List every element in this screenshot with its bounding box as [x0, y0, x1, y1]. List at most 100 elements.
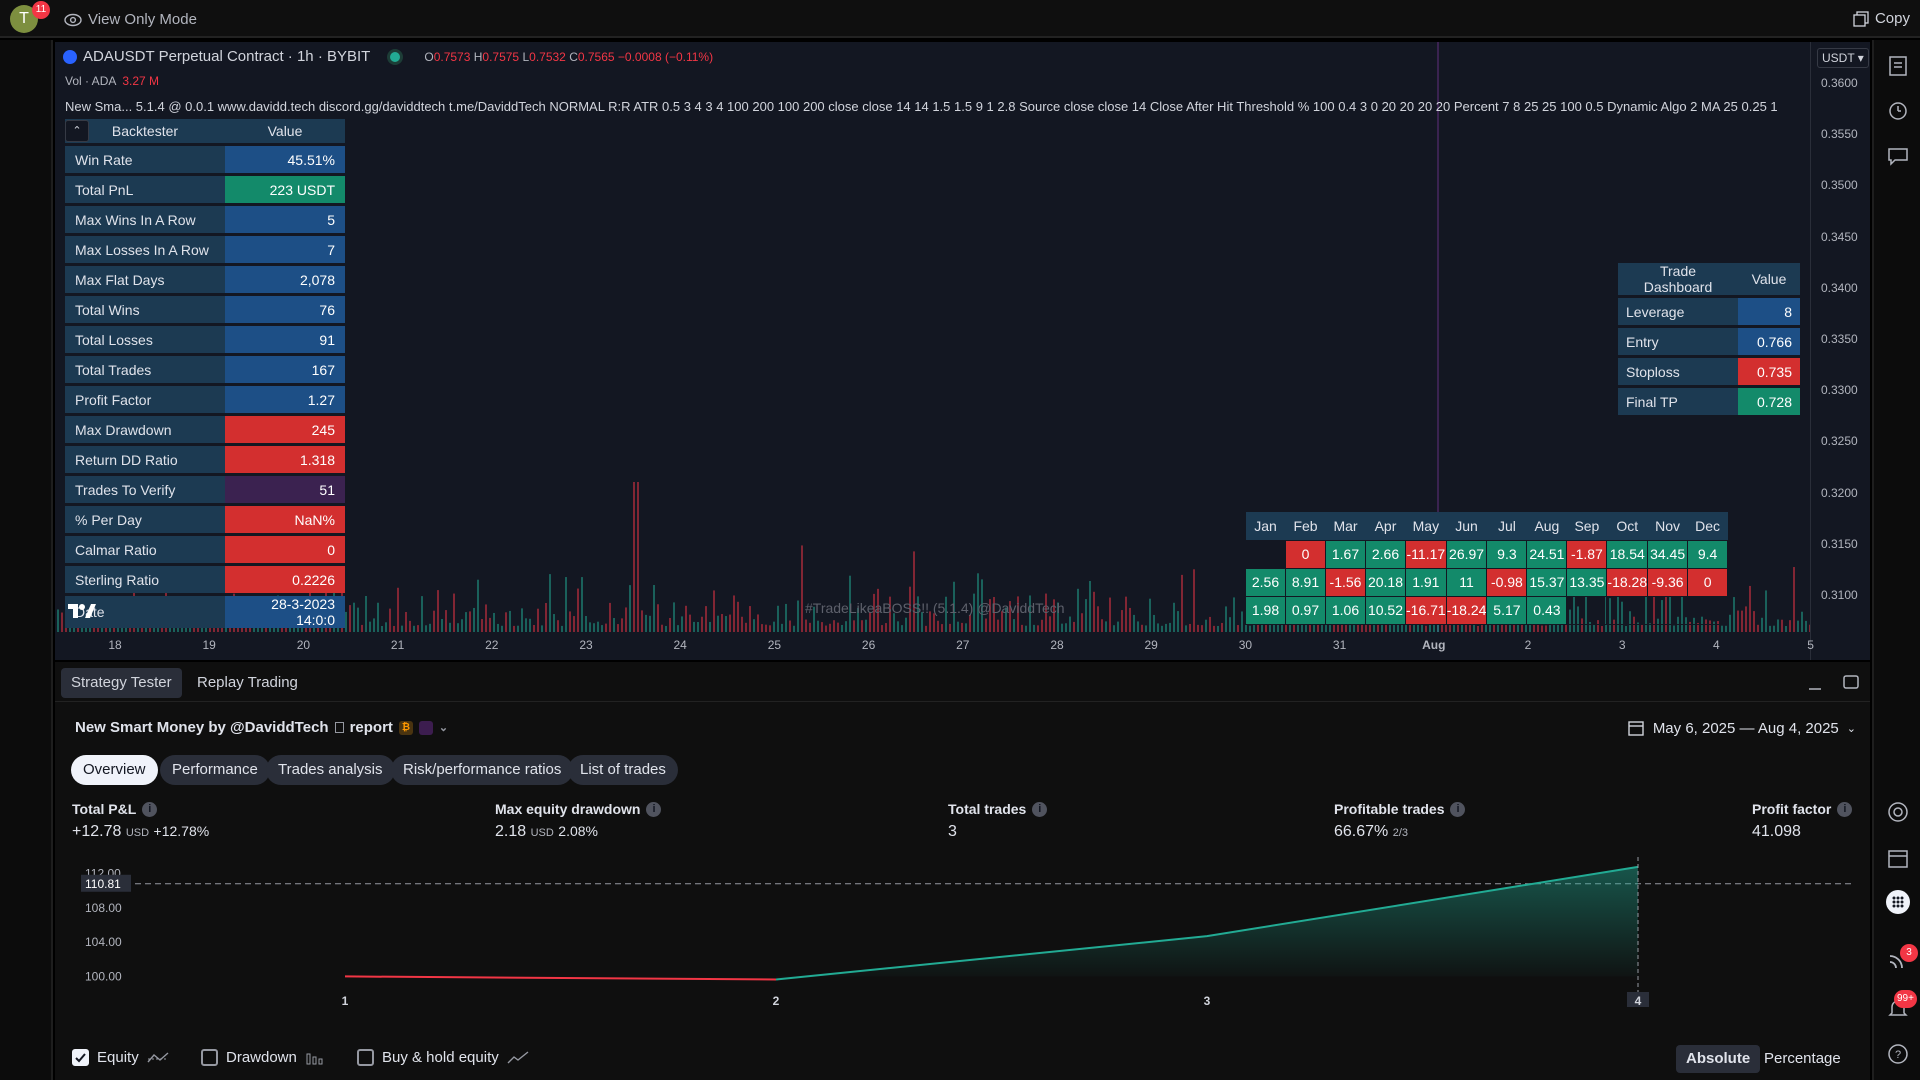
strategy-title[interactable]: New Smart Money by @DaviddTech report ₿ … [75, 719, 448, 736]
volume-bar [569, 611, 571, 632]
volume-bar [893, 613, 895, 632]
time-tick: 31 [1332, 638, 1347, 652]
indicator-legend[interactable]: New Sma... 5.1.4 @ 0.0.1 www.davidd.tech… [65, 99, 1778, 114]
view-only-mode[interactable]: View Only Mode [64, 11, 197, 28]
target-icon[interactable] [1886, 800, 1910, 824]
volume-bar [1581, 618, 1583, 632]
volume-bar [625, 607, 627, 632]
absolute-toggle[interactable]: Absolute [1676, 1045, 1761, 1073]
date-range-picker[interactable]: May 6, 2025 — Aug 4, 2025 ⌄ [1627, 719, 1856, 737]
volume-bar [729, 614, 731, 632]
dashboard-key: Leverage [1618, 298, 1738, 325]
strategy-badge-icon: ₿ [398, 720, 413, 735]
month-header: Mar [1325, 512, 1366, 540]
collapse-button[interactable]: ⌃ [65, 120, 89, 142]
dashboard-key: Entry [1618, 328, 1738, 355]
info-icon[interactable]: i [1450, 801, 1466, 817]
volume-bar [1029, 595, 1031, 632]
volume-bar [1033, 624, 1035, 632]
info-icon[interactable]: i [142, 801, 158, 817]
volume-bar [1541, 625, 1543, 632]
chat-icon[interactable] [1886, 144, 1910, 168]
drawdown-checkbox[interactable]: Drawdown [201, 1049, 323, 1066]
help-icon[interactable]: ? [1886, 1042, 1910, 1066]
volume-bar [529, 618, 531, 632]
volume-bar [1777, 619, 1779, 632]
backtester-value: 2,078 [225, 266, 345, 293]
backtester-row: Total Trades 167 [65, 356, 345, 383]
volume-bar [437, 590, 439, 632]
volume-bar [1133, 614, 1135, 632]
subtab-overview[interactable]: Overview [71, 755, 158, 785]
info-icon[interactable]: i [1837, 801, 1853, 817]
month-cell: 2.56 [1245, 567, 1286, 597]
volume-bar [521, 608, 523, 632]
watchlist-icon[interactable] [1886, 54, 1910, 78]
volume-bar [837, 622, 839, 632]
month-cell: 18.54 [1606, 539, 1649, 569]
signal-stream-icon[interactable] [1886, 948, 1910, 972]
price-axis[interactable]: USDT ▾ 0.3600 0.3550 0.3500 0.3450 0.3400 0.3… [1810, 42, 1870, 660]
backtester-value: 167 [225, 356, 345, 383]
subtab-risk-ratios[interactable]: Risk/performance ratios [391, 755, 574, 785]
volume-bar [1081, 613, 1083, 632]
volume-bar [525, 618, 527, 632]
volume-bar [509, 610, 511, 632]
backtester-value: 223 USDT [225, 176, 345, 203]
volume-bar [709, 621, 711, 632]
info-icon[interactable]: i [1032, 801, 1048, 817]
dashboard-value: 0.766 [1738, 328, 1800, 355]
month-cell: -16.71 [1405, 595, 1447, 625]
volume-bar [489, 617, 491, 632]
volume-bar [1205, 619, 1207, 632]
equity-checkbox[interactable]: Equity [72, 1049, 169, 1066]
buy-hold-checkbox[interactable]: Buy & hold equity [357, 1049, 529, 1066]
time-axis[interactable]: 18 19 20 21 22 23 24 25 26 27 28 29 30 31 Aug 2 3 4 5 [55, 632, 1814, 660]
volume-bar [401, 625, 403, 632]
info-icon[interactable]: i [646, 801, 662, 817]
volume-bar [1313, 619, 1315, 632]
month-cell: 0.97 [1285, 595, 1326, 625]
volume-bar [429, 623, 431, 632]
subtab-trades-analysis[interactable]: Trades analysis [266, 755, 395, 785]
volume-bar [797, 600, 799, 632]
volume-bar [1089, 580, 1091, 632]
volume-bar [1177, 611, 1179, 632]
minimize-icon[interactable] [1807, 676, 1823, 692]
volume-bar [1237, 625, 1239, 632]
volume-bar [1737, 610, 1739, 632]
dashboard-header: Trade Dashboard [1618, 263, 1738, 295]
volume-bar [677, 625, 679, 632]
price-tick: 0.3100 [1821, 588, 1858, 602]
subtab-list-of-trades[interactable]: List of trades [568, 755, 678, 785]
volume-bar [993, 597, 995, 632]
calendar-icon[interactable] [1886, 846, 1910, 870]
trade-dashboard-table: Trade Dashboard Value Leverage 8 Entry 0.766… [1618, 260, 1800, 418]
volume-bar [1685, 617, 1687, 632]
apps-grid-icon[interactable] [1886, 890, 1910, 914]
percentage-toggle[interactable]: Percentage [1764, 1050, 1841, 1067]
volume-bar [1249, 625, 1251, 632]
price-chart[interactable]: ADAUSDT Perpetual Contract · 1h · BYBIT … [55, 42, 1870, 660]
backtester-header: Backtester [65, 119, 225, 143]
subtab-performance[interactable]: Performance [160, 755, 270, 785]
volume-bar [1529, 620, 1531, 632]
volume-bar [1785, 625, 1787, 632]
volume-bar [601, 625, 603, 632]
currency-selector[interactable]: USDT ▾ [1817, 48, 1869, 68]
volume-bar [629, 585, 631, 632]
eye-icon [64, 13, 82, 26]
tab-replay-trading[interactable]: Replay Trading [197, 674, 298, 691]
volume-bar [505, 612, 507, 632]
alarm-clock-icon[interactable] [1886, 98, 1910, 122]
copy-button[interactable]: Copy [1853, 10, 1910, 27]
backtester-key: Total PnL [65, 176, 225, 203]
chevron-down-icon[interactable]: ⌄ [438, 722, 449, 734]
volume-bar [701, 616, 703, 632]
month-header: Jul [1486, 512, 1527, 540]
symbol-title[interactable]: ADAUSDT Perpetual Contract · 1h · BYBIT [83, 48, 371, 65]
maximize-icon[interactable] [1843, 674, 1859, 690]
tab-strategy-tester[interactable]: Strategy Tester [61, 668, 182, 698]
volume-bar [1745, 606, 1747, 632]
